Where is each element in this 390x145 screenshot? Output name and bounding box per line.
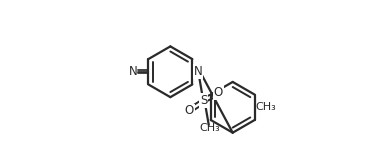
Text: O: O — [184, 104, 194, 117]
Text: O: O — [214, 86, 223, 99]
Text: CH₃: CH₃ — [256, 102, 277, 112]
Text: CH₃: CH₃ — [199, 123, 220, 133]
Text: N: N — [193, 65, 202, 78]
Text: N: N — [129, 65, 137, 78]
Text: S: S — [200, 94, 207, 107]
